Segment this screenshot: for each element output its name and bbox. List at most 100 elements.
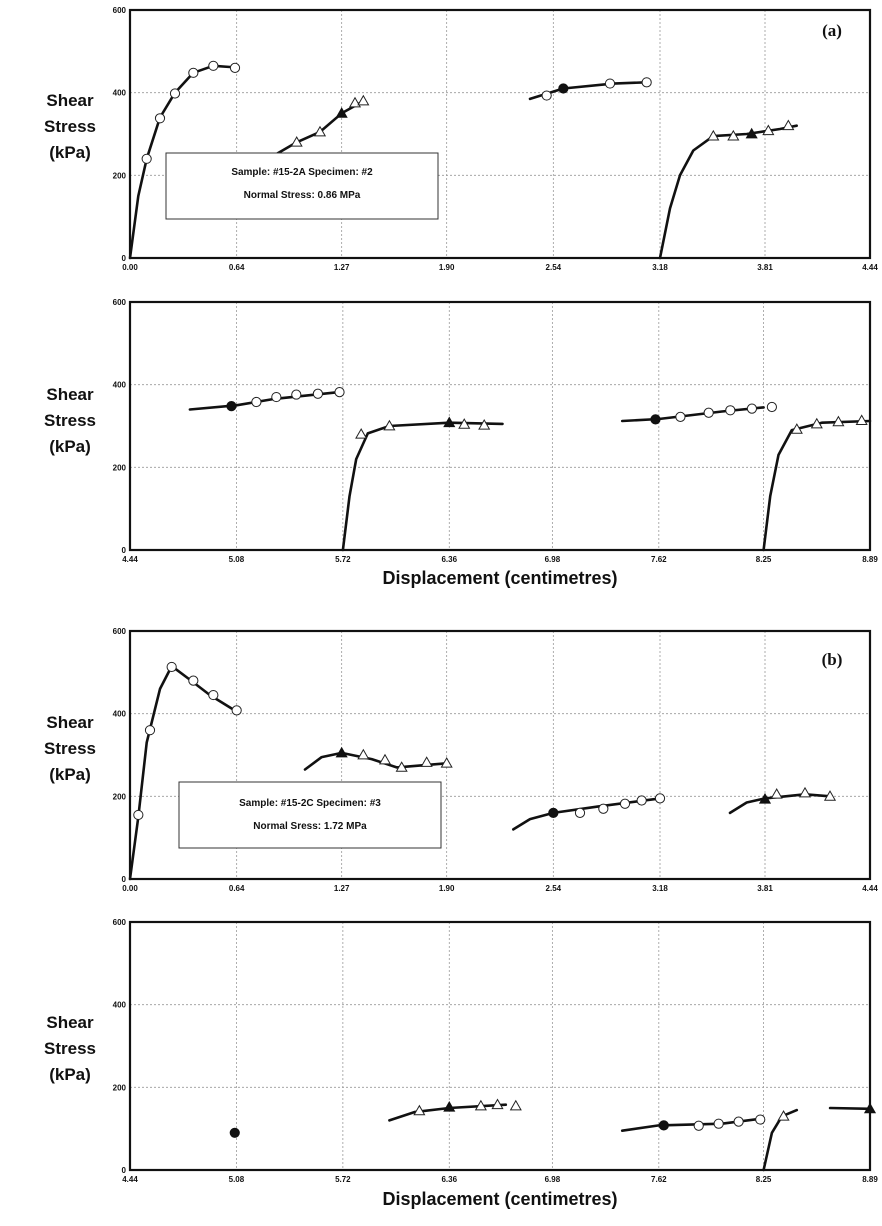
data-point-circle (154, 113, 166, 124)
x-tick-label: 7.62 (651, 555, 667, 564)
y-axis-label: Shear (46, 713, 94, 732)
data-point-triangle (707, 129, 720, 141)
y-axis-label: Stress (44, 411, 96, 430)
x-tick-label: 1.90 (439, 884, 455, 893)
x-axis-label: Displacement (centimetres) (382, 568, 617, 588)
data-point-circle (312, 388, 324, 399)
y-tick-label: 400 (113, 89, 127, 98)
y-tick-label: 200 (113, 171, 127, 180)
data-point-triangle (745, 127, 758, 139)
data-point-circle (188, 67, 199, 78)
y-tick-label: 0 (122, 254, 127, 263)
y-axis-label: Shear (46, 1013, 94, 1032)
data-point-triangle (420, 756, 433, 767)
data-point-triangle (378, 753, 392, 765)
data-point-triangle (290, 136, 303, 147)
data-point-circle (231, 705, 242, 716)
annotation-text: Sample: #15-2C Specimen: #3 (239, 798, 381, 809)
y-tick-label: 600 (113, 918, 127, 927)
data-point-circle (271, 391, 282, 403)
y-tick-label: 0 (122, 1166, 127, 1175)
data-point-triangle (357, 748, 370, 760)
data-point-circle (166, 661, 177, 673)
y-tick-label: 400 (113, 381, 127, 390)
y-axis-label: Stress (44, 739, 96, 758)
data-point-triangle (832, 415, 845, 427)
data-point-triangle (491, 1098, 504, 1110)
y-tick-label: 200 (113, 463, 127, 472)
x-tick-label: 4.44 (122, 1175, 138, 1184)
data-point-triangle (413, 1104, 426, 1116)
series-line (270, 101, 362, 158)
series-line (762, 419, 872, 552)
data-point-circle (541, 90, 552, 101)
y-tick-label: 0 (122, 875, 127, 884)
x-axis-label: Displacement (centimetres) (382, 1189, 617, 1209)
x-tick-label: 8.25 (756, 1175, 772, 1184)
data-point-circle (619, 798, 631, 809)
series-line (620, 406, 765, 423)
data-point-circle (650, 414, 661, 425)
data-point-circle (604, 78, 616, 89)
chart-panel-3: 0.00 0.64 1.27 1.90 2.54 3.18 3.81 4.44 0 200 400 6… (44, 627, 878, 893)
data-point-circle (636, 795, 647, 806)
data-point-circle (208, 60, 219, 71)
y-tick-label: 0 (122, 546, 127, 555)
plot-frame (128, 8, 872, 260)
data-point-circle (755, 1114, 766, 1125)
data-point-triangle (782, 119, 795, 131)
y-tick-label: 200 (113, 792, 127, 801)
x-tick-label: 3.18 (652, 263, 668, 272)
x-tick-label: 4.44 (862, 263, 878, 272)
y-tick-label: 400 (113, 1001, 127, 1010)
data-point-triangle (443, 1100, 456, 1112)
data-point-circle (658, 1120, 669, 1131)
data-point-triangle (335, 107, 348, 118)
data-point-circle (746, 403, 758, 414)
annotation-text: Normal Sress: 1.72 MPa (253, 821, 367, 832)
data-point-triangle (863, 1102, 877, 1114)
data-point-triangle (855, 414, 868, 426)
chart-panel-2: 4.44 5.08 5.72 6.36 6.98 7.62 8.25 8.89 0 200 400 6… (44, 298, 878, 588)
x-tick-label: 1.27 (334, 263, 350, 272)
data-point-circle (766, 401, 777, 413)
x-tick-label: 0.64 (229, 884, 245, 893)
x-tick-label: 3.18 (652, 884, 668, 893)
y-tick-label: 200 (113, 1083, 127, 1092)
x-tick-label: 7.62 (651, 1175, 667, 1184)
data-point-circle (703, 407, 714, 418)
data-point-circle (641, 77, 652, 88)
x-tick-label: 5.72 (335, 555, 351, 564)
y-axis-label: (kPa) (49, 437, 91, 456)
data-point-triangle (777, 1110, 790, 1121)
x-tick-label: 6.36 (441, 555, 457, 564)
y-tick-label: 600 (113, 6, 127, 15)
panel-label: (a) (822, 21, 842, 40)
data-point-circle (251, 396, 262, 408)
x-tick-label: 5.08 (229, 1175, 245, 1184)
data-point-circle (598, 803, 609, 814)
data-point-circle (229, 1127, 240, 1138)
series-line (128, 664, 238, 881)
data-point-circle (733, 1116, 744, 1127)
data-point-triangle (798, 786, 812, 798)
y-tick-label: 400 (113, 710, 127, 719)
data-point-circle (713, 1118, 724, 1129)
x-tick-label: 1.27 (334, 884, 350, 893)
data-point-circle (226, 401, 237, 412)
data-point-circle (574, 807, 586, 818)
x-tick-label: 4.44 (122, 555, 138, 564)
y-axis-label: Shear (46, 385, 94, 404)
x-tick-label: 2.54 (546, 884, 562, 893)
data-point-triangle (762, 124, 775, 136)
y-tick-label: 600 (113, 298, 127, 307)
data-point-triangle (478, 418, 491, 430)
x-tick-label: 8.89 (862, 555, 878, 564)
data-point-circle (141, 153, 152, 164)
data-point-triangle (313, 125, 327, 137)
chart-panel-1: 0.00 0.64 1.27 1.90 2.54 3.18 3.81 4.44 0 200 400 6… (44, 6, 878, 272)
x-tick-label: 8.25 (756, 555, 772, 564)
plot-frame (128, 300, 872, 552)
data-point-triangle (727, 129, 740, 141)
annotation-text: Normal Stress: 0.86 MPa (244, 190, 361, 201)
